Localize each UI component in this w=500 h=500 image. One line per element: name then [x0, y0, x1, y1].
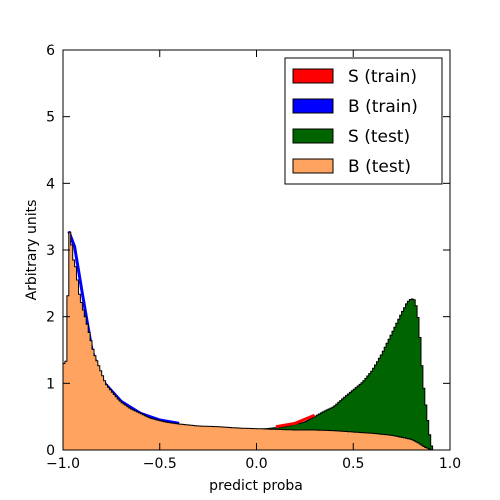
y-tick-label: 3 — [46, 243, 55, 259]
x-tick-label: 0.0 — [245, 456, 267, 472]
series-s-train — [275, 413, 316, 429]
x-tick-label: −1.0 — [46, 456, 80, 472]
plot-area — [62, 230, 434, 451]
legend-label: S (test) — [348, 127, 410, 147]
x-axis-label: predict proba — [209, 478, 303, 494]
y-tick-label: 4 — [46, 176, 55, 192]
legend-swatch — [292, 68, 334, 84]
x-tick-label: 1.0 — [439, 456, 461, 472]
y-tick-label: 5 — [46, 110, 55, 126]
legend: S (train) B (train) S (test) B (test) — [284, 57, 443, 185]
y-tick-label: 2 — [46, 310, 55, 326]
legend-swatch — [292, 128, 334, 144]
x-tick-label: 0.5 — [342, 456, 364, 472]
x-tick-label: −0.5 — [143, 456, 177, 472]
legend-label: B (train) — [348, 97, 418, 117]
y-tick-label: 6 — [46, 43, 55, 59]
y-tick-label: 0 — [46, 443, 55, 459]
legend-swatch — [292, 98, 334, 114]
y-tick-label: 1 — [46, 376, 55, 392]
legend-swatch — [292, 158, 334, 174]
series-b-test — [62, 231, 434, 451]
legend-label: B (test) — [348, 157, 411, 177]
y-axis-label: Arbitrary units — [24, 200, 40, 301]
legend-label: S (train) — [348, 67, 417, 87]
axes: −1.0 −0.5 0.0 0.5 1.0 0 1 2 3 4 5 6 — [46, 43, 461, 472]
